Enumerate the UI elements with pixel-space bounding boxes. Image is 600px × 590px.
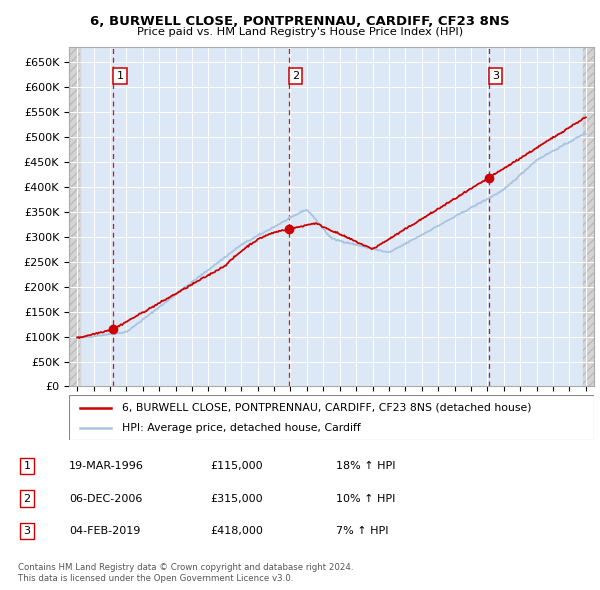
- FancyBboxPatch shape: [69, 395, 594, 440]
- Text: 18% ↑ HPI: 18% ↑ HPI: [336, 461, 395, 471]
- Bar: [69, 47, 80, 386]
- Text: 10% ↑ HPI: 10% ↑ HPI: [336, 494, 395, 503]
- Bar: [583, 47, 594, 386]
- Text: 6, BURWELL CLOSE, PONTPRENNAU, CARDIFF, CF23 8NS: 6, BURWELL CLOSE, PONTPRENNAU, CARDIFF, …: [90, 15, 510, 28]
- Text: 2: 2: [23, 494, 31, 503]
- Text: 7% ↑ HPI: 7% ↑ HPI: [336, 526, 389, 536]
- Text: £418,000: £418,000: [210, 526, 263, 536]
- Text: Price paid vs. HM Land Registry's House Price Index (HPI): Price paid vs. HM Land Registry's House …: [137, 27, 463, 37]
- Text: 3: 3: [492, 71, 499, 81]
- Text: 06-DEC-2006: 06-DEC-2006: [69, 494, 142, 503]
- Text: 2: 2: [292, 71, 299, 81]
- Text: 1: 1: [23, 461, 31, 471]
- Text: Contains HM Land Registry data © Crown copyright and database right 2024.: Contains HM Land Registry data © Crown c…: [18, 563, 353, 572]
- Text: £315,000: £315,000: [210, 494, 263, 503]
- Bar: [69, 47, 80, 386]
- Text: 04-FEB-2019: 04-FEB-2019: [69, 526, 140, 536]
- Text: This data is licensed under the Open Government Licence v3.0.: This data is licensed under the Open Gov…: [18, 573, 293, 583]
- Text: 3: 3: [23, 526, 31, 536]
- Text: 1: 1: [116, 71, 124, 81]
- Text: 6, BURWELL CLOSE, PONTPRENNAU, CARDIFF, CF23 8NS (detached house): 6, BURWELL CLOSE, PONTPRENNAU, CARDIFF, …: [121, 403, 531, 412]
- Text: £115,000: £115,000: [210, 461, 263, 471]
- Bar: [583, 47, 594, 386]
- Text: HPI: Average price, detached house, Cardiff: HPI: Average price, detached house, Card…: [121, 423, 360, 433]
- Text: 19-MAR-1996: 19-MAR-1996: [69, 461, 144, 471]
